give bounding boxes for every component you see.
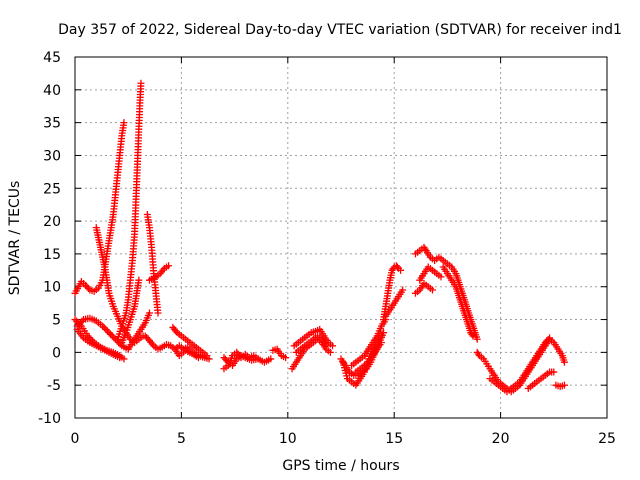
data-point [203, 352, 211, 360]
x-tick-label: 5 [177, 431, 186, 447]
data-point [99, 322, 107, 330]
y-tick-label: 25 [43, 181, 61, 197]
y-tick-label: 20 [43, 214, 61, 230]
data-point [254, 355, 262, 363]
data-point [135, 276, 143, 284]
data-point [78, 317, 86, 325]
x-tick-label: 0 [71, 431, 80, 447]
y-tick-label: 45 [43, 50, 61, 66]
data-point [154, 309, 162, 317]
data-point [421, 245, 429, 253]
y-tick-label: 5 [52, 313, 61, 329]
data-point [560, 381, 568, 389]
data-point [267, 355, 275, 363]
data-point [194, 354, 202, 362]
data-point [473, 335, 481, 343]
data-point [544, 335, 552, 343]
x-tick-label: 15 [385, 431, 403, 447]
data-point [328, 342, 336, 350]
y-tick-label: -10 [38, 411, 61, 427]
data-point [103, 327, 111, 335]
data-point [116, 354, 124, 362]
y-tick-label: 40 [43, 83, 61, 99]
data-point [437, 273, 445, 281]
data-point [377, 339, 385, 347]
data-point [326, 348, 334, 356]
data-point [71, 316, 79, 324]
data-point [137, 79, 145, 87]
y-tick-label: 35 [43, 116, 61, 132]
y-tick-label: 10 [43, 280, 61, 296]
x-axis-label: GPS time / hours [282, 458, 399, 474]
y-tick-label: 30 [43, 148, 61, 164]
data-point [560, 358, 568, 366]
data-point [282, 354, 290, 362]
data-point [75, 320, 83, 328]
data-point [102, 325, 110, 333]
axis-ticks [74, 56, 608, 419]
data-point [116, 340, 124, 348]
x-tick-label: 20 [492, 431, 510, 447]
data-point [105, 329, 113, 337]
data-point [322, 342, 330, 350]
data-point [110, 334, 118, 342]
y-tick-label: 0 [52, 345, 61, 361]
data-point [397, 266, 405, 274]
data-point [469, 332, 477, 340]
data-point [468, 330, 476, 338]
data-point [84, 284, 92, 292]
x-tick-label: 10 [279, 431, 297, 447]
data-point [145, 309, 153, 317]
y-tick-label: 15 [43, 247, 61, 263]
data-points [71, 79, 568, 396]
data-point [550, 368, 558, 376]
plot-frame [74, 56, 608, 419]
data-point [429, 286, 437, 294]
y-tick-labels: -10 -5 0 5 10 15 20 25 30 35 40 45 [38, 50, 61, 427]
grid-lines [75, 57, 607, 418]
x-tick-labels: 0 5 10 15 20 25 [71, 431, 616, 447]
data-point [399, 286, 407, 294]
data-point [393, 263, 401, 271]
y-axis-label: SDTVAR / TECUs [7, 181, 23, 296]
data-point [107, 330, 115, 338]
y-tick-label: -5 [47, 378, 61, 394]
data-point [474, 350, 482, 358]
data-point [108, 332, 116, 340]
data-point [546, 334, 554, 342]
data-point [120, 355, 128, 363]
data-point [100, 324, 108, 332]
data-point [120, 119, 128, 127]
chart-title: Day 357 of 2022, Sidereal Day-to-day VTE… [58, 22, 622, 38]
data-point [165, 262, 173, 270]
data-point [76, 319, 84, 327]
x-tick-label: 25 [598, 431, 616, 447]
